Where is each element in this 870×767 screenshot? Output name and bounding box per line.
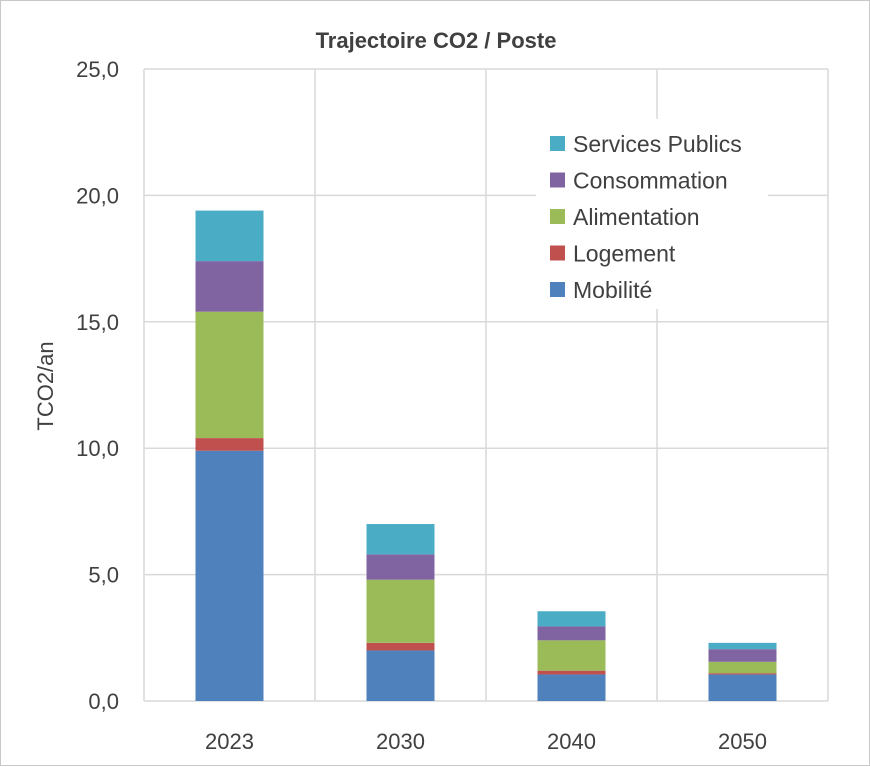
legend-label: Logement — [573, 241, 676, 267]
x-tick-label: 2050 — [718, 729, 767, 754]
bar-segment — [195, 311, 264, 439]
bar-segment — [366, 524, 435, 555]
y-tick-label: 0,0 — [88, 689, 119, 714]
bar-segment — [366, 579, 435, 643]
y-tick-label: 20,0 — [76, 183, 119, 208]
bar-segment — [366, 554, 435, 580]
bar-segment — [366, 642, 435, 651]
bar-segment — [195, 210, 264, 262]
bar-segment — [708, 649, 777, 662]
bar-segment — [195, 438, 264, 451]
legend-swatch — [550, 245, 565, 261]
bar-segment — [537, 626, 606, 641]
legend: Services Publics Consommation Alimentation… — [536, 119, 768, 309]
legend-swatch — [550, 172, 565, 188]
x-tick-label: 2023 — [205, 729, 254, 754]
bar-segment — [537, 670, 606, 675]
y-axis-label: TCO2/an — [33, 341, 58, 430]
x-tick-label: 2040 — [547, 729, 596, 754]
bar-segment — [195, 450, 264, 701]
bar-segment — [708, 673, 777, 675]
legend-swatch — [550, 282, 565, 297]
legend-label: Alimentation — [573, 204, 700, 230]
legend-swatch — [550, 209, 565, 224]
y-tick-label: 10,0 — [76, 436, 119, 461]
bar-segment — [537, 611, 606, 627]
bar-segment — [195, 261, 264, 312]
x-tick-label: 2030 — [376, 729, 425, 754]
axis-layer: 0,0 5,0 10,0 15,0 20,0 25,0 2023 2030 2040 2050 — [76, 57, 767, 754]
bars-layer — [195, 210, 777, 701]
legend-background — [536, 119, 768, 309]
legend-label: Mobilité — [573, 277, 652, 303]
y-tick-label: 15,0 — [76, 310, 119, 335]
bar-segment — [366, 650, 435, 701]
legend-label: Consommation — [573, 168, 728, 194]
bar-segment — [708, 661, 777, 674]
bar-segment — [537, 674, 606, 701]
legend-label: Services Publics — [573, 131, 742, 157]
bar-segment — [537, 640, 606, 671]
legend-swatch — [550, 136, 565, 151]
chart-title: Trajectoire CO2 / Poste — [316, 28, 557, 53]
y-tick-label: 5,0 — [88, 563, 119, 588]
bar-segment — [708, 674, 777, 701]
y-tick-label: 25,0 — [76, 57, 119, 82]
bar-segment — [708, 642, 777, 650]
